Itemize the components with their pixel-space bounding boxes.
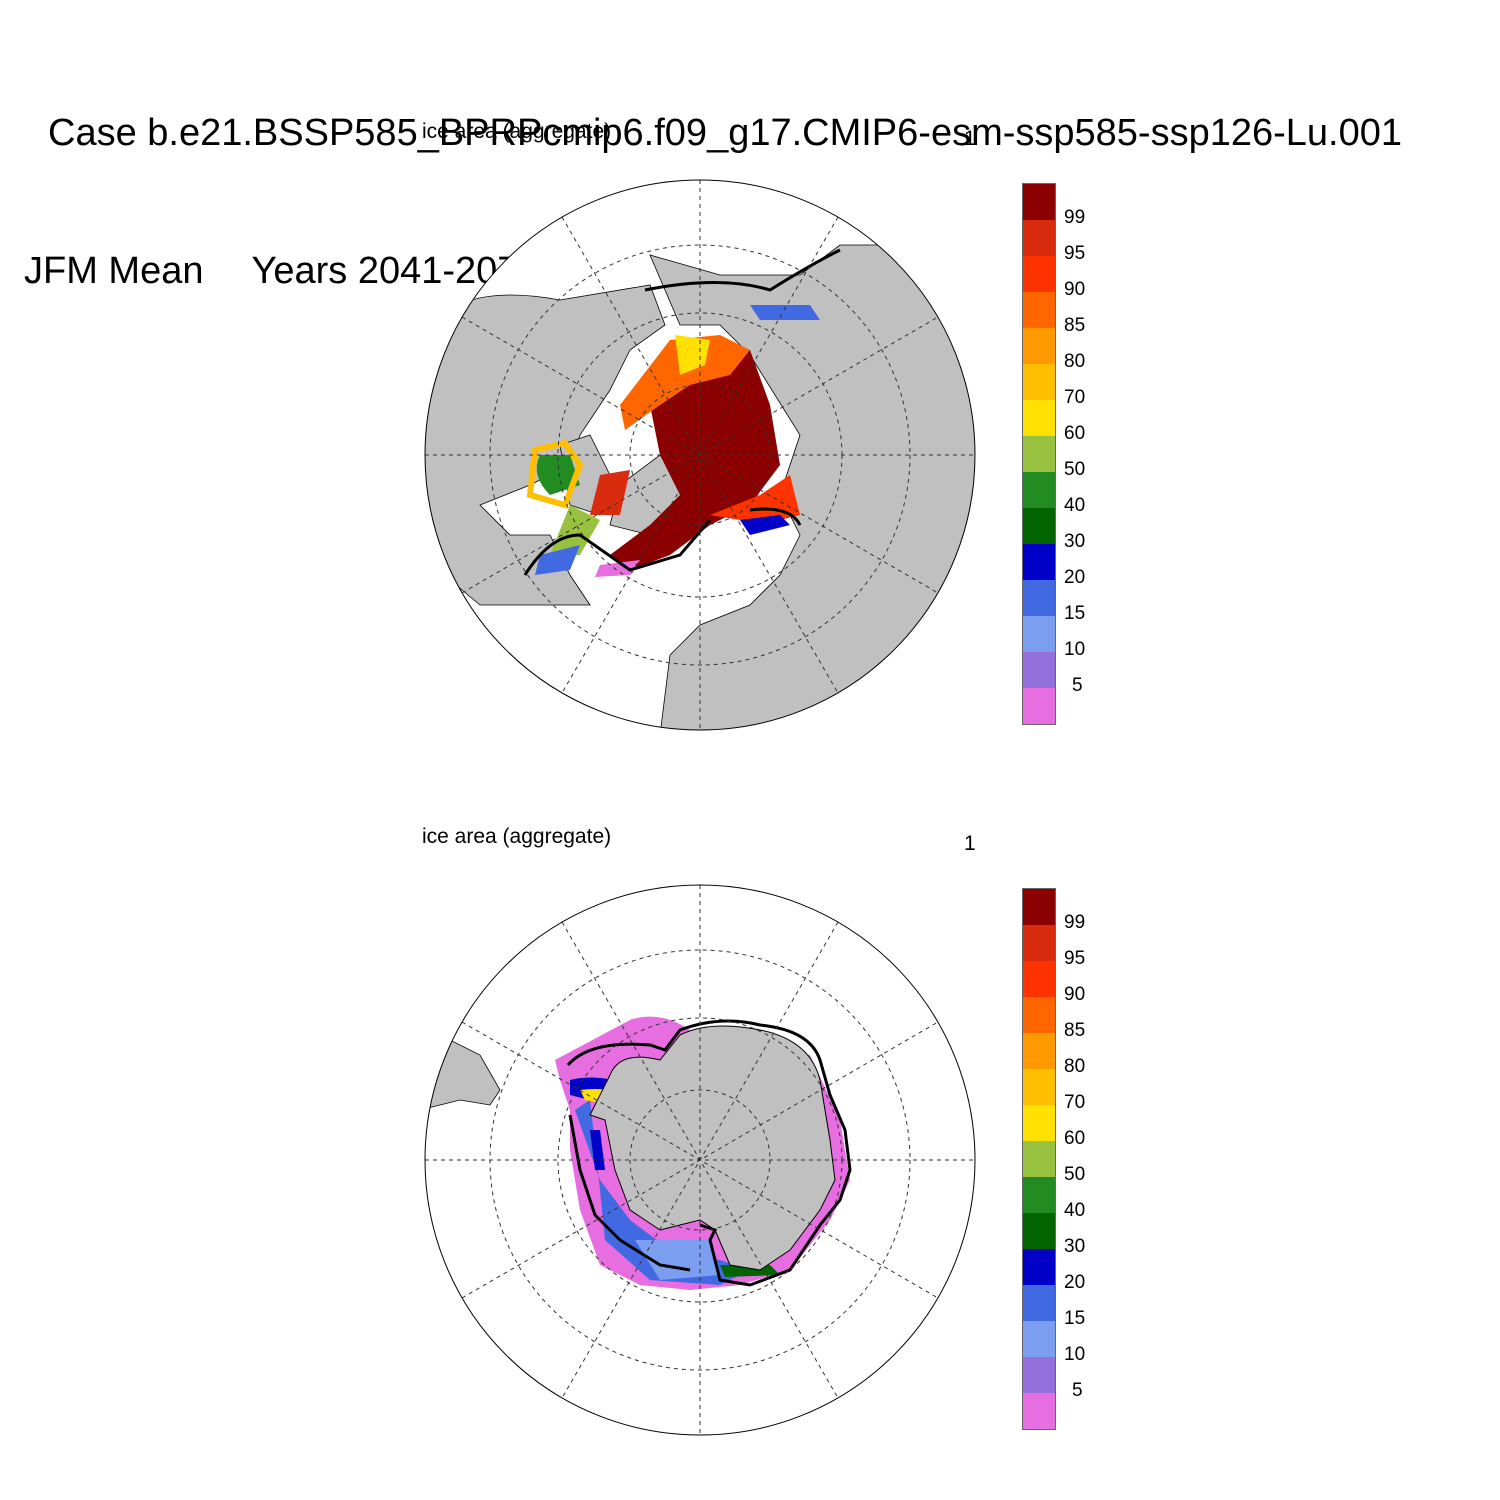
- panel-number-antarctic: 1: [964, 832, 976, 855]
- colorbar-swatch: [1023, 256, 1055, 292]
- colorbar-label: 20: [1064, 1272, 1086, 1293]
- colorbar-swatch: [1023, 472, 1055, 508]
- colorbar-label: 95: [1064, 243, 1086, 264]
- colorbar-antarctic: [1022, 888, 1056, 1430]
- arctic-ice-edge-contour: [523, 248, 841, 576]
- colorbar-swatch: [1023, 1249, 1055, 1285]
- colorbar-swatch: [1023, 364, 1055, 400]
- colorbar-label: 50: [1064, 459, 1086, 480]
- colorbar-label: 15: [1064, 1308, 1086, 1329]
- colorbar-swatch: [1023, 1285, 1055, 1321]
- colorbar-swatch: [1023, 652, 1055, 688]
- colorbar-swatch: [1023, 925, 1055, 961]
- colorbar-label: 10: [1064, 639, 1086, 660]
- colorbar-label: 10: [1064, 1344, 1086, 1365]
- antarctic-map: [424, 884, 976, 1436]
- colorbar-swatch: [1023, 400, 1055, 436]
- colorbar-swatch: [1023, 997, 1055, 1033]
- colorbar-swatch: [1023, 292, 1055, 328]
- colorbar-label: 60: [1064, 1128, 1086, 1149]
- antarctica-land: [589, 1025, 836, 1271]
- colorbar-swatch: [1023, 889, 1055, 925]
- colorbar-label: 70: [1064, 387, 1086, 408]
- colorbar-swatch: [1023, 580, 1055, 616]
- colorbar-swatch: [1023, 1393, 1055, 1429]
- antarctic-graticule: [425, 885, 975, 1435]
- season-label: JFM Mean: [24, 250, 204, 292]
- colorbar-label: 80: [1064, 351, 1086, 372]
- colorbar-swatch: [1023, 184, 1055, 220]
- colorbar-swatch: [1023, 1321, 1055, 1357]
- colorbar-swatch: [1023, 1213, 1055, 1249]
- colorbar-label: 90: [1064, 984, 1086, 1005]
- colorbar-label: 85: [1064, 1020, 1086, 1041]
- colorbar-label: 20: [1064, 567, 1086, 588]
- colorbar-label: 99: [1064, 912, 1086, 933]
- colorbar-swatch: [1023, 1033, 1055, 1069]
- colorbar-arctic: [1022, 183, 1056, 725]
- antarctic-ice-edge-contour: [566, 1019, 852, 1287]
- arctic-graticule: [425, 180, 975, 730]
- colorbar-label: 90: [1064, 279, 1086, 300]
- colorbar-swatch: [1023, 1105, 1055, 1141]
- colorbar-swatch: [1023, 1177, 1055, 1213]
- colorbar-swatch: [1023, 616, 1055, 652]
- colorbar-swatch: [1023, 1357, 1055, 1393]
- colorbar-label: 85: [1064, 315, 1086, 336]
- panel-title-arctic: ice area (aggregate): [422, 120, 612, 143]
- colorbar-swatch: [1023, 544, 1055, 580]
- case-title: Case b.e21.BSSP585_BPRPcmip6.f09_g17.CMI…: [48, 112, 1402, 154]
- colorbar-label: 99: [1064, 207, 1086, 228]
- colorbar-label: 70: [1064, 1092, 1086, 1113]
- colorbar-label: 15: [1064, 603, 1086, 624]
- colorbar-swatch: [1023, 328, 1055, 364]
- colorbar-swatch: [1023, 961, 1055, 997]
- colorbar-label: 30: [1064, 531, 1086, 552]
- colorbar-label: 80: [1064, 1056, 1086, 1077]
- panel-title-antarctic: ice area (aggregate): [422, 825, 612, 848]
- colorbar-swatch: [1023, 1069, 1055, 1105]
- colorbar-swatch: [1023, 688, 1055, 724]
- colorbar-label: 40: [1064, 1200, 1086, 1221]
- colorbar-swatch: [1023, 508, 1055, 544]
- colorbar-swatch: [1023, 436, 1055, 472]
- colorbar-label: 30: [1064, 1236, 1086, 1257]
- colorbar-label: 50: [1064, 1164, 1086, 1185]
- colorbar-swatch: [1023, 1141, 1055, 1177]
- colorbar-label: 95: [1064, 948, 1086, 969]
- colorbar-swatch: [1023, 220, 1055, 256]
- colorbar-label: 5: [1072, 1380, 1083, 1401]
- arctic-sea-ice: [526, 305, 820, 577]
- arctic-map: [424, 179, 976, 731]
- colorbar-label: 5: [1072, 675, 1083, 696]
- colorbar-label: 60: [1064, 423, 1086, 444]
- colorbar-label: 40: [1064, 495, 1086, 516]
- panel-number-arctic: 1: [964, 127, 976, 150]
